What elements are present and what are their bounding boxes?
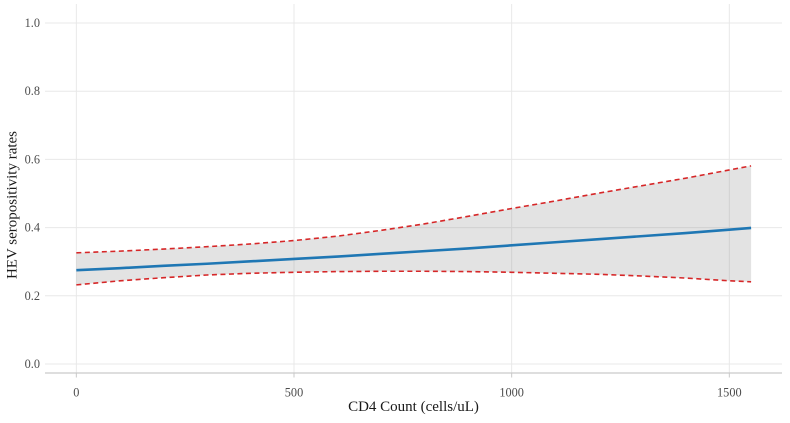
svg-text:1.0: 1.0 — [25, 16, 40, 30]
svg-text:500: 500 — [285, 386, 303, 400]
svg-text:0.6: 0.6 — [25, 152, 40, 166]
fitted-line — [76, 226, 752, 272]
svg-text:0.2: 0.2 — [25, 289, 40, 303]
svg-text:0: 0 — [73, 386, 79, 400]
y-gridlines — [45, 22, 782, 365]
svg-text:1000: 1000 — [499, 386, 524, 400]
svg-text:0.4: 0.4 — [25, 221, 40, 235]
svg-text:1500: 1500 — [717, 386, 742, 400]
svg-text:0.8: 0.8 — [25, 84, 40, 98]
x-gridlines — [75, 4, 730, 373]
y-tick-labels: 0.0 0.2 0.4 0.6 0.8 1.0 — [25, 16, 40, 371]
upper-ci — [76, 165, 752, 254]
x-tick-labels: 0 500 1000 1500 — [73, 386, 741, 400]
lower-ci — [76, 270, 752, 286]
y-axis-title: HEV seropositivity rates — [4, 130, 21, 280]
x-axis-ticks — [75, 373, 730, 378]
x-axis-title: CD4 Count (cells/uL) — [348, 399, 479, 415]
confidence-band — [76, 165, 752, 285]
svg-text:0.0: 0.0 — [25, 357, 40, 371]
